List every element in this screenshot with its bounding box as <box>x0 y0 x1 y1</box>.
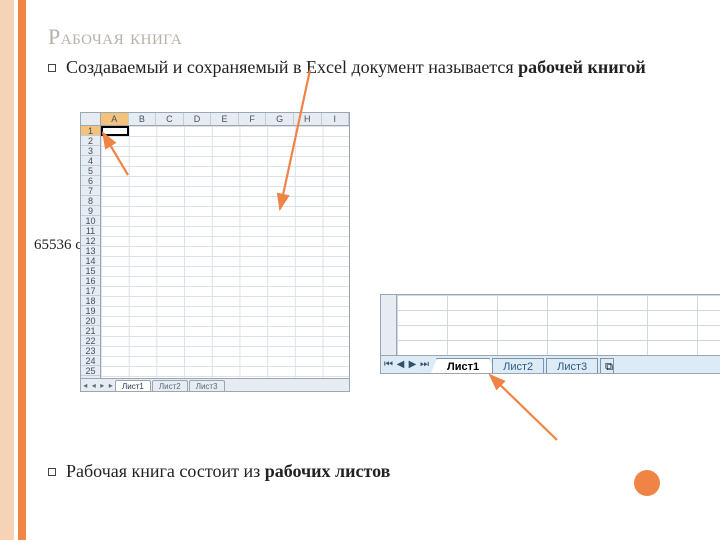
nav-first-icon: ⏮ <box>383 359 394 370</box>
sheet-tab: Лист2 <box>492 358 544 373</box>
col-header: H <box>294 113 322 125</box>
sheet-tab: Лист3 <box>546 358 598 373</box>
col-header: I <box>322 113 350 125</box>
row-header: 18 <box>81 296 100 306</box>
tab-nav-icons: ⏮ ◀ ▶ ⏭ <box>383 356 430 373</box>
row-header: 21 <box>81 326 100 336</box>
excel-active-cell <box>101 126 129 136</box>
row-header: 6 <box>81 176 100 186</box>
excel-corner <box>81 113 101 126</box>
excel-column-headers: ABCDEFGHI <box>101 113 349 126</box>
sheet-tab: Лист2 <box>152 380 188 391</box>
col-header: C <box>156 113 184 125</box>
bullet-1-bold: рабочей книгой <box>518 57 646 77</box>
row-header: 13 <box>81 246 100 256</box>
row-header: 11 <box>81 226 100 236</box>
row-header: 8 <box>81 196 100 206</box>
new-sheet-icon: ⧉ <box>600 358 614 373</box>
row-header: 14 <box>81 256 100 266</box>
excel-sheet-tabs-small: ◂◂▸▸ Лист1Лист2Лист3 <box>81 378 349 391</box>
tab-nav-icons: ◂◂▸▸ <box>81 381 115 390</box>
col-header: E <box>211 113 239 125</box>
nav-last-icon: ⏭ <box>419 359 430 370</box>
nav-next-icon: ▶ <box>407 359 418 370</box>
col-header: F <box>239 113 267 125</box>
excel-grid-area <box>101 126 349 378</box>
row-header: 16 <box>81 276 100 286</box>
excel-grid-area-2 <box>397 295 720 355</box>
excel-tabs-screenshot: ⏮ ◀ ▶ ⏭ Лист1Лист2Лист3⧉ <box>380 294 720 374</box>
page-indicator-dot <box>634 470 660 496</box>
bullet-2-text: Рабочая книга состоит из <box>66 461 265 481</box>
arrow-to-sheets <box>490 375 557 440</box>
sheet-tab: Лист1 <box>115 380 151 391</box>
bullet-2: Рабочая книга состоит из рабочих листов <box>48 460 390 483</box>
sheet-tab: Лист3 <box>189 380 225 391</box>
col-header: G <box>266 113 294 125</box>
row-header: 7 <box>81 186 100 196</box>
row-header: 22 <box>81 336 100 346</box>
nav-prev-icon: ◀ <box>395 359 406 370</box>
row-header: 15 <box>81 266 100 276</box>
row-header: 24 <box>81 356 100 366</box>
bullet-2-bold: рабочих листов <box>265 461 391 481</box>
row-header: 9 <box>81 206 100 216</box>
row-header: 2 <box>81 136 100 146</box>
row-header: 19 <box>81 306 100 316</box>
col-header: B <box>129 113 157 125</box>
bullet-marker <box>48 64 56 72</box>
row-header: 12 <box>81 236 100 246</box>
excel-row-header-strip <box>381 295 397 355</box>
row-header: 23 <box>81 346 100 356</box>
col-header: D <box>184 113 212 125</box>
row-header: 5 <box>81 166 100 176</box>
sheet-tab: Лист1 <box>436 358 490 373</box>
col-header: A <box>101 113 129 125</box>
row-header: 17 <box>81 286 100 296</box>
excel-grid-screenshot: ABCDEFGHI 123456789101112131415161718192… <box>80 112 350 392</box>
row-header: 4 <box>81 156 100 166</box>
decor-stripe-inner <box>18 0 26 540</box>
slide-title: Рабочая книга <box>48 24 182 50</box>
row-header: 20 <box>81 316 100 326</box>
excel-sheet-tabs-large: ⏮ ◀ ▶ ⏭ Лист1Лист2Лист3⧉ <box>381 355 720 373</box>
excel-row-headers: 1234567891011121314151617181920212223242… <box>81 126 101 378</box>
bullet-1-text: Создаваемый и сохраняемый в Excel докуме… <box>66 57 518 77</box>
bullet-marker <box>48 468 56 476</box>
row-header: 1 <box>81 126 100 136</box>
row-header: 10 <box>81 216 100 226</box>
row-header: 25 <box>81 366 100 376</box>
bullet-1: Создаваемый и сохраняемый в Excel докуме… <box>48 56 646 79</box>
decor-stripe-outer <box>0 0 14 540</box>
row-header: 3 <box>81 146 100 156</box>
